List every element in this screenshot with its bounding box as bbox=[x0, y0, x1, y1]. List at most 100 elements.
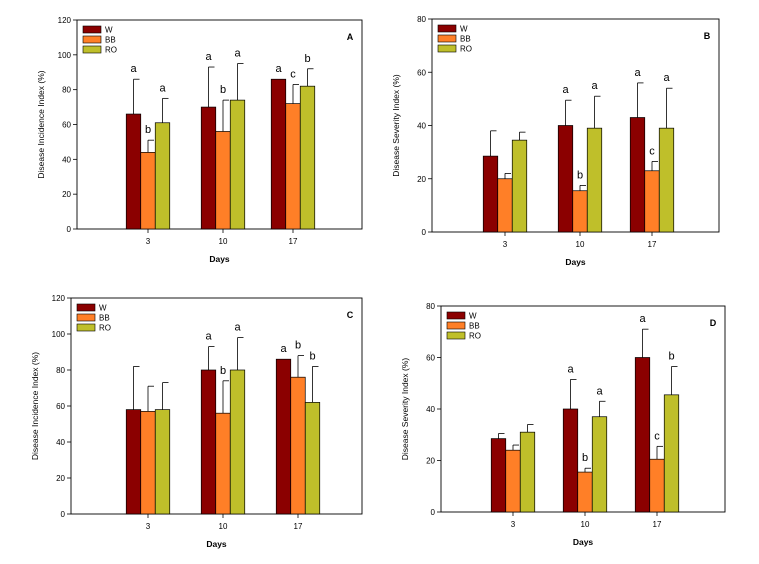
legend-label-BB: BB bbox=[460, 35, 471, 44]
x-axis-label: Days bbox=[565, 257, 586, 267]
bar-BB-day-17 bbox=[649, 458, 665, 513]
bar-W-day-17 bbox=[634, 357, 651, 513]
legend-label-BB: BB bbox=[105, 36, 116, 45]
chart-panel-C: 0 20 40 60 80 100 120 3 10 17 Days Disease Incidenc… bbox=[30, 294, 363, 549]
legend-label-W: W bbox=[469, 312, 477, 321]
bar-BB-day-10 bbox=[215, 412, 231, 515]
significance-letter: b bbox=[309, 350, 315, 362]
significance-letter: a bbox=[159, 82, 166, 94]
significance-letter: a bbox=[663, 72, 670, 84]
y-tick-label: 40 bbox=[417, 122, 426, 131]
bar-RO-day-3 bbox=[154, 122, 171, 230]
legend-swatch-BB bbox=[446, 321, 466, 330]
y-tick-label: 60 bbox=[426, 354, 435, 363]
y-tick-label: 80 bbox=[56, 366, 65, 375]
bar-BB-day-10 bbox=[572, 190, 588, 233]
legend-swatch-W bbox=[446, 311, 466, 320]
panel-label: B bbox=[704, 31, 711, 41]
chart-panel-A: 0 20 40 60 80 100 120 3 10 17 Days Disease Incidenc… bbox=[36, 16, 363, 264]
significance-letter: b bbox=[145, 124, 151, 136]
bar-RO-day-10 bbox=[229, 99, 246, 230]
bar-BB-day-17 bbox=[290, 376, 306, 515]
significance-letter: c bbox=[649, 145, 655, 157]
bar-W-day-3 bbox=[490, 438, 507, 513]
chart-panel-D: 0 20 40 60 80 3 10 17 Days Disease Severity Index… bbox=[400, 302, 726, 547]
x-tick-label: 3 bbox=[511, 520, 516, 529]
significance-letter: c bbox=[290, 68, 296, 80]
y-tick-label: 120 bbox=[52, 294, 66, 303]
significance-letter: a bbox=[562, 84, 569, 96]
panel-label: C bbox=[347, 310, 354, 320]
y-tick-label: 40 bbox=[426, 405, 435, 414]
x-tick-label: 3 bbox=[503, 240, 508, 249]
y-tick-label: 100 bbox=[58, 51, 72, 60]
panel-label: A bbox=[347, 32, 354, 42]
legend-label-RO: RO bbox=[105, 46, 117, 55]
bar-BB-day-10 bbox=[215, 131, 231, 230]
bar-BB-day-10 bbox=[577, 471, 593, 513]
y-tick-label: 60 bbox=[62, 121, 71, 130]
significance-letter: a bbox=[280, 343, 287, 355]
bar-RO-day-3 bbox=[519, 431, 536, 513]
x-tick-label: 10 bbox=[219, 237, 228, 246]
significance-letter: b bbox=[295, 340, 301, 352]
legend-label-W: W bbox=[105, 26, 113, 35]
bar-BB-day-3 bbox=[140, 411, 156, 515]
legend-swatch-BB bbox=[76, 313, 96, 322]
x-axis-label: Days bbox=[573, 537, 594, 547]
x-tick-label: 10 bbox=[581, 520, 590, 529]
bar-BB-day-3 bbox=[497, 178, 513, 233]
x-tick-label: 17 bbox=[648, 240, 657, 249]
y-axis-label: Disease Incidence Index (%) bbox=[36, 70, 46, 178]
bar-W-day-17 bbox=[629, 117, 646, 233]
bar-W-day-3 bbox=[125, 409, 142, 515]
legend-swatch-W bbox=[82, 25, 102, 34]
bar-RO-day-10 bbox=[586, 127, 603, 233]
significance-letter: b bbox=[577, 169, 583, 181]
legend-swatch-RO bbox=[82, 45, 102, 54]
legend-swatch-BB bbox=[82, 35, 102, 44]
legend-swatch-RO bbox=[437, 44, 457, 53]
bar-RO-day-17 bbox=[658, 127, 675, 233]
legend-label-RO: RO bbox=[469, 332, 481, 341]
bar-W-day-10 bbox=[562, 408, 579, 513]
legend-label-W: W bbox=[99, 304, 107, 313]
x-tick-label: 3 bbox=[146, 522, 151, 531]
legend-label-BB: BB bbox=[469, 322, 480, 331]
significance-letter: b bbox=[668, 351, 674, 363]
y-tick-label: 20 bbox=[62, 190, 71, 199]
x-tick-label: 17 bbox=[289, 237, 298, 246]
x-axis-label: Days bbox=[206, 539, 227, 549]
significance-letter: b bbox=[220, 84, 226, 96]
significance-letter: c bbox=[654, 430, 660, 442]
y-tick-label: 40 bbox=[62, 155, 71, 164]
bar-W-day-17 bbox=[270, 78, 287, 230]
significance-letter: a bbox=[596, 385, 603, 397]
bar-RO-day-10 bbox=[229, 369, 246, 515]
y-tick-label: 100 bbox=[52, 330, 66, 339]
bar-RO-day-17 bbox=[663, 394, 680, 513]
significance-letter: a bbox=[634, 67, 641, 79]
bar-RO-day-10 bbox=[591, 416, 608, 513]
bar-RO-day-17 bbox=[299, 85, 316, 230]
y-tick-label: 20 bbox=[56, 474, 65, 483]
y-tick-label: 0 bbox=[431, 508, 436, 517]
bar-RO-day-17 bbox=[304, 402, 321, 515]
y-tick-label: 40 bbox=[56, 438, 65, 447]
bar-RO-day-3 bbox=[511, 139, 528, 233]
legend-swatch-BB bbox=[437, 34, 457, 43]
panel-label: D bbox=[710, 318, 717, 328]
bar-BB-day-3 bbox=[140, 152, 156, 230]
y-tick-label: 60 bbox=[417, 68, 426, 77]
y-tick-label: 20 bbox=[426, 457, 435, 466]
significance-letter: a bbox=[205, 331, 212, 343]
x-tick-label: 17 bbox=[653, 520, 662, 529]
bar-BB-day-17 bbox=[285, 103, 301, 230]
y-tick-label: 80 bbox=[417, 15, 426, 24]
x-tick-label: 3 bbox=[146, 237, 151, 246]
chart-panel-B: 0 20 40 60 80 3 10 17 Days Disease Severity Index… bbox=[391, 15, 720, 267]
bar-W-day-17 bbox=[275, 358, 292, 515]
significance-letter: b bbox=[304, 53, 310, 65]
bar-BB-day-17 bbox=[644, 170, 660, 233]
